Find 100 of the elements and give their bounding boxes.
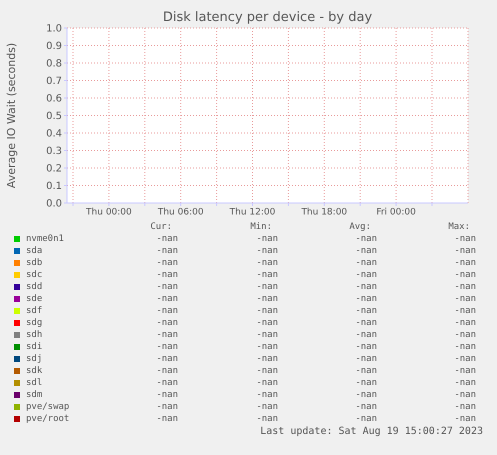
legend-label: sdc	[26, 270, 42, 280]
text: -nan	[354, 294, 377, 304]
text: -nan	[354, 402, 377, 412]
text: -nan	[354, 318, 377, 328]
text: -nan	[155, 402, 178, 412]
text: -nan	[453, 330, 476, 340]
legend-label: sdl	[26, 378, 42, 388]
text: -nan	[354, 258, 377, 268]
text: -nan	[155, 330, 178, 340]
x-tick-label: Thu 00:00	[85, 207, 132, 218]
text: -nan	[354, 414, 377, 424]
text: Cur:	[149, 222, 172, 232]
text: -nan	[255, 366, 278, 376]
legend-label: nvme0n1	[26, 234, 64, 244]
text: -nan	[354, 234, 377, 244]
text: -nan	[354, 306, 377, 316]
x-tick-label: Thu 18:00	[300, 207, 348, 218]
text: Last update: Sat Aug 19 15:00:27 2023	[260, 426, 483, 437]
text: -nan	[453, 270, 476, 280]
y-tick-label: 0.7	[46, 76, 62, 88]
legend-label: sdd	[26, 282, 42, 292]
text: -nan	[453, 258, 476, 268]
text: -nan	[255, 294, 278, 304]
text: -nan	[255, 402, 278, 412]
legend-label: pve/swap	[26, 402, 70, 412]
text: -nan	[354, 330, 377, 340]
text: -nan	[155, 258, 178, 268]
text: -nan	[255, 342, 278, 352]
x-tick-label: Fri 00:00	[376, 207, 416, 218]
legend-label: sdi	[26, 342, 42, 352]
text: -nan	[155, 294, 178, 304]
x-tick-label: Thu 06:00	[156, 207, 204, 218]
text: -nan	[354, 366, 377, 376]
text: -nan	[354, 246, 377, 256]
text: -nan	[155, 354, 178, 364]
text: -nan	[255, 306, 278, 316]
legend-label: sdk	[26, 366, 42, 376]
chart-title: Disk latency per device - by day	[162, 10, 374, 25]
text: -nan	[255, 270, 278, 280]
text: -nan	[255, 318, 278, 328]
y-tick-label: 0.5	[46, 111, 62, 122]
y-tick-label: 0.3	[46, 146, 62, 158]
text: Max:	[447, 222, 470, 232]
legend-label: sdj	[26, 354, 42, 364]
text: -nan	[155, 246, 178, 256]
text: -nan	[453, 294, 476, 304]
text: -nan	[155, 282, 178, 292]
y-tick-label: 0.4	[46, 128, 62, 140]
text: -nan	[155, 234, 178, 244]
text: -nan	[453, 342, 476, 352]
y-axis-title: Average IO Wait (seconds)	[4, 42, 18, 188]
text: -nan	[354, 270, 377, 280]
text: -nan	[453, 234, 476, 244]
text: -nan	[255, 390, 278, 400]
y-tick-label: 0.9	[46, 41, 62, 52]
text: -nan	[255, 282, 278, 292]
y-tick-label: 0.6	[46, 94, 62, 105]
legend-label: sdb	[26, 258, 42, 268]
text: -nan	[155, 270, 178, 280]
y-tick-label: 0.1	[46, 181, 62, 192]
text: -nan	[155, 318, 178, 328]
text: Min:	[249, 222, 272, 232]
y-tick-label: 1.0	[46, 24, 62, 35]
text: -nan	[255, 378, 278, 388]
x-tick-label: Thu 12:00	[228, 207, 276, 218]
text: -nan	[453, 282, 476, 292]
text: -nan	[255, 246, 278, 256]
text: -nan	[155, 342, 178, 352]
text: -nan	[155, 414, 178, 424]
legend-label: pve/root	[26, 414, 70, 424]
text: -nan	[255, 330, 278, 340]
legend-label: sdm	[26, 390, 42, 400]
text: -nan	[255, 354, 278, 364]
legend-label: sdg	[26, 318, 42, 328]
text: -nan	[453, 402, 476, 412]
text: -nan	[354, 378, 377, 388]
text: -nan	[255, 258, 278, 268]
text: -nan	[453, 390, 476, 400]
y-tick-label: 0.0	[46, 198, 62, 210]
text: -nan	[453, 366, 476, 376]
text: -nan	[453, 354, 476, 364]
legend-label: sdh	[26, 330, 42, 340]
y-tick-label: 0.8	[46, 58, 62, 70]
text: -nan	[453, 246, 476, 256]
text: -nan	[354, 282, 377, 292]
y-tick-label: 0.2	[46, 164, 62, 175]
legend-label: sdf	[26, 306, 42, 316]
text: -nan	[255, 234, 278, 244]
text: -nan	[155, 390, 178, 400]
text: -nan	[255, 414, 278, 424]
text: -nan	[453, 378, 476, 388]
text: -nan	[354, 354, 377, 364]
legend-label: sde	[26, 294, 42, 304]
text: Avg:	[348, 222, 371, 232]
text: -nan	[453, 414, 476, 424]
legend-label: sda	[26, 246, 42, 256]
text: -nan	[354, 342, 377, 352]
text: -nan	[453, 306, 476, 316]
text: -nan	[453, 318, 476, 328]
text: -nan	[354, 390, 377, 400]
